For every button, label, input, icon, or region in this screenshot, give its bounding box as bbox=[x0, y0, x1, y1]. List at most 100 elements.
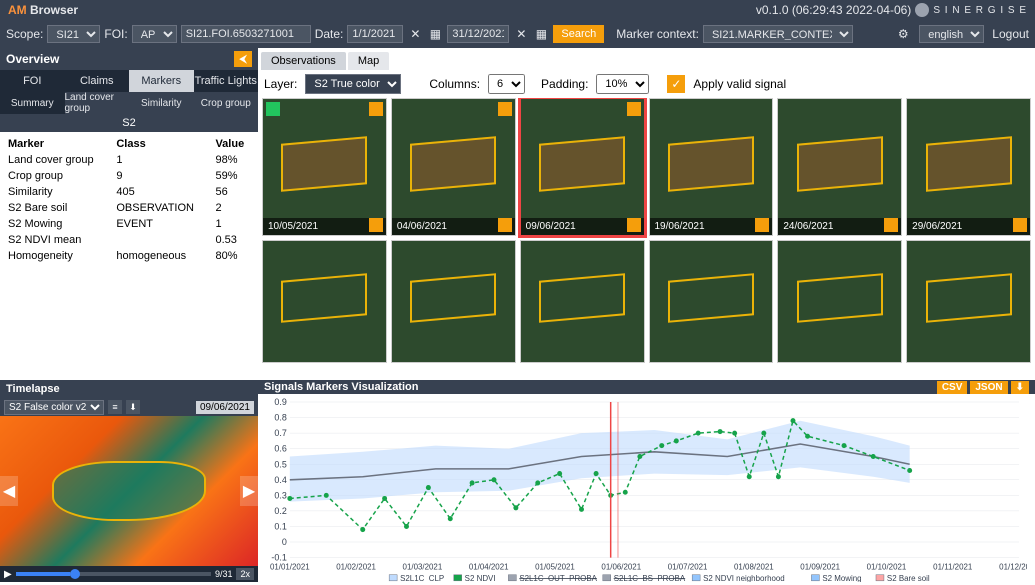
svg-text:0.7: 0.7 bbox=[274, 428, 286, 438]
svg-text:S2L1C_OUT_PROBA: S2L1C_OUT_PROBA bbox=[519, 574, 597, 582]
tab-similarity[interactable]: Similarity bbox=[129, 92, 194, 114]
next-frame-button[interactable]: ▶ bbox=[240, 476, 258, 506]
right-panel: Observations Map Layer: S2 True color Co… bbox=[258, 48, 1035, 380]
brand-logo bbox=[915, 3, 929, 17]
table-row: Homogeneityhomogeneous80% bbox=[4, 248, 254, 264]
svg-text:0.6: 0.6 bbox=[274, 444, 286, 454]
logout-link[interactable]: Logout bbox=[992, 27, 1029, 41]
svg-text:01/07/2021: 01/07/2021 bbox=[668, 563, 708, 572]
play-button[interactable]: ▶ bbox=[4, 569, 12, 580]
tab-foi[interactable]: FOI bbox=[0, 70, 65, 92]
svg-text:01/04/2021: 01/04/2021 bbox=[469, 563, 509, 572]
observation-thumbnail[interactable]: 04/06/2021 bbox=[391, 98, 516, 236]
download-icon[interactable]: ⬇ bbox=[126, 400, 140, 414]
svg-text:01/02/2021: 01/02/2021 bbox=[336, 563, 376, 572]
collapse-button[interactable]: ⮜ bbox=[234, 51, 252, 67]
svg-text:0.3: 0.3 bbox=[274, 491, 286, 501]
brand-text: S I N E R G I S E bbox=[933, 5, 1027, 16]
foi-type-select[interactable]: AP bbox=[132, 25, 177, 43]
timelapse-image: ◀ ▶ bbox=[0, 416, 258, 566]
observation-thumbnail[interactable]: 19/06/2021 bbox=[649, 98, 774, 236]
csv-button[interactable]: CSV bbox=[937, 381, 968, 394]
timelapse-layer-select[interactable]: S2 False color v2 bbox=[4, 400, 104, 415]
clear-date-from-icon[interactable]: ✕ bbox=[407, 26, 423, 42]
svg-text:0.8: 0.8 bbox=[274, 413, 286, 423]
tab-markers[interactable]: Markers bbox=[129, 70, 194, 92]
svg-text:0.1: 0.1 bbox=[274, 522, 286, 532]
tab-map[interactable]: Map bbox=[348, 52, 389, 70]
observation-thumbnail[interactable] bbox=[520, 240, 645, 363]
scope-select[interactable]: SI21 bbox=[47, 25, 100, 43]
svg-text:0: 0 bbox=[282, 537, 287, 547]
table-row: S2 Bare soilOBSERVATION2 bbox=[4, 200, 254, 216]
tab-traffic[interactable]: Traffic Lights bbox=[194, 70, 259, 92]
download-chart-icon[interactable]: ⬇ bbox=[1011, 381, 1029, 394]
observation-thumbnail[interactable] bbox=[262, 240, 387, 363]
tab-claims[interactable]: Claims bbox=[65, 70, 130, 92]
signals-panel: Signals Markers Visualization CSV JSON ⬇… bbox=[258, 380, 1035, 582]
overview-title: Overview bbox=[6, 52, 59, 66]
observation-thumbnail[interactable]: 29/06/2021 bbox=[906, 98, 1031, 236]
observation-thumbnail[interactable] bbox=[906, 240, 1031, 363]
marker-table: Marker Class Value Land cover group198%C… bbox=[0, 132, 258, 380]
observation-thumbnail[interactable] bbox=[649, 240, 774, 363]
prev-frame-button[interactable]: ◀ bbox=[0, 476, 18, 506]
svg-text:S2 Mowing: S2 Mowing bbox=[822, 574, 861, 582]
svg-text:01/11/2021: 01/11/2021 bbox=[933, 563, 973, 572]
columns-select[interactable]: 6 bbox=[488, 74, 525, 94]
tab-summary[interactable]: Summary bbox=[0, 92, 65, 114]
table-row: S2 MowingEVENT1 bbox=[4, 216, 254, 232]
primary-tabs: FOI Claims Markers Traffic Lights bbox=[0, 70, 258, 92]
search-button[interactable]: Search bbox=[553, 25, 604, 43]
speed-button[interactable]: 2x bbox=[236, 568, 254, 580]
context-select[interactable]: SI21.MARKER_CONTEXT.130 02/11/2021 bbox=[703, 25, 853, 43]
observation-thumbnail[interactable] bbox=[777, 240, 902, 363]
version-text: v0.1.0 (06:29:43 2022-04-06) bbox=[756, 3, 911, 17]
svg-text:01/06/2021: 01/06/2021 bbox=[601, 563, 641, 572]
tab-landcover[interactable]: Land cover group bbox=[65, 92, 130, 114]
table-row: Similarity40556 bbox=[4, 184, 254, 200]
clear-date-to-icon[interactable]: ✕ bbox=[513, 26, 529, 42]
observation-thumbnail[interactable]: 09/06/2021 bbox=[520, 98, 645, 236]
table-row: S2 NDVI mean0.53 bbox=[4, 232, 254, 248]
calendar-from-icon[interactable]: ▦ bbox=[427, 26, 443, 42]
svg-text:0.4: 0.4 bbox=[274, 475, 286, 485]
svg-text:01/10/2021: 01/10/2021 bbox=[867, 563, 907, 572]
padding-select[interactable]: 10% bbox=[596, 74, 649, 94]
date-from-input[interactable] bbox=[347, 25, 403, 43]
svg-text:0.9: 0.9 bbox=[274, 398, 286, 407]
table-row: Land cover group198% bbox=[4, 152, 254, 168]
main-toolbar: Scope: SI21 FOI: AP Date: ✕ ▦ ✕ ▦ Search… bbox=[0, 20, 1035, 48]
s2-header: S2 bbox=[0, 114, 258, 132]
observation-thumbnail[interactable]: 24/06/2021 bbox=[777, 98, 902, 236]
date-to-input[interactable] bbox=[447, 25, 509, 43]
left-panel: Overview ⮜ FOI Claims Markers Traffic Li… bbox=[0, 48, 258, 380]
svg-text:01/09/2021: 01/09/2021 bbox=[800, 563, 840, 572]
svg-text:S2 NDVI neighborhood: S2 NDVI neighborhood bbox=[703, 574, 785, 582]
svg-text:01/01/2021: 01/01/2021 bbox=[270, 563, 310, 572]
tab-observations[interactable]: Observations bbox=[261, 52, 346, 70]
svg-text:S2L1C_CLP: S2L1C_CLP bbox=[400, 574, 444, 582]
svg-text:01/05/2021: 01/05/2021 bbox=[535, 563, 575, 572]
language-select[interactable]: english bbox=[919, 25, 984, 43]
svg-text:0.5: 0.5 bbox=[274, 459, 286, 469]
layers-icon[interactable]: ≡ bbox=[108, 400, 122, 414]
table-row: Crop group959% bbox=[4, 168, 254, 184]
observation-thumbnail[interactable]: 10/05/2021 bbox=[262, 98, 387, 236]
timelapse-date: 09/06/2021 bbox=[196, 401, 254, 414]
timeline-slider[interactable] bbox=[16, 572, 211, 576]
signals-chart[interactable]: -0.100.10.20.30.40.50.60.70.80.901/01/20… bbox=[258, 394, 1035, 582]
calendar-to-icon[interactable]: ▦ bbox=[533, 26, 549, 42]
svg-text:01/08/2021: 01/08/2021 bbox=[734, 563, 774, 572]
layer-select[interactable]: S2 True color bbox=[305, 74, 401, 94]
app-header: AM Browser v0.1.0 (06:29:43 2022-04-06) … bbox=[0, 0, 1035, 20]
svg-text:S2 NDVI: S2 NDVI bbox=[465, 574, 496, 582]
apply-check-button[interactable]: ✓ bbox=[667, 75, 685, 93]
tab-cropgroup[interactable]: Crop group bbox=[194, 92, 259, 114]
observation-thumbnail[interactable] bbox=[391, 240, 516, 363]
apply-label: Apply valid signal bbox=[693, 77, 786, 91]
timelapse-panel: Timelapse S2 False color v2 ≡ ⬇ 09/06/20… bbox=[0, 380, 258, 582]
gear-icon[interactable]: ⚙ bbox=[895, 26, 911, 42]
json-button[interactable]: JSON bbox=[970, 381, 1007, 394]
foi-input[interactable] bbox=[181, 25, 311, 43]
